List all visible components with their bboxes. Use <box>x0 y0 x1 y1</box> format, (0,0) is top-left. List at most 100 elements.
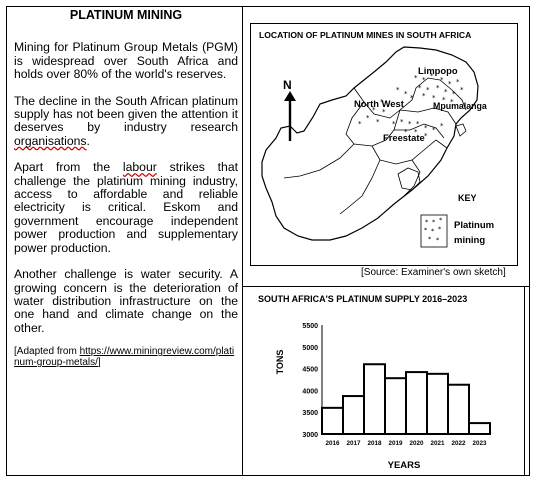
key-mine-marker: * <box>432 218 436 226</box>
mine-marker: * <box>400 118 404 126</box>
y-tick-label: 5000 <box>302 345 318 352</box>
paragraph-4: Another challenge is water security. A g… <box>14 267 238 335</box>
mine-marker: * <box>366 114 370 122</box>
bar <box>447 383 470 435</box>
mine-marker: * <box>416 120 420 128</box>
mine-marker: * <box>358 120 362 128</box>
key-mine-marker: * <box>438 225 442 233</box>
key-mine-marker: * <box>424 226 428 234</box>
mine-marker: * <box>424 132 428 140</box>
paragraph-2: The decline in the South African platinu… <box>14 93 238 149</box>
document-frame <box>6 6 530 476</box>
mine-marker: * <box>422 92 426 100</box>
paragraph-3-text: strikes that challenge the platinum mini… <box>14 160 238 255</box>
chart-title: SOUTH AFRICA'S PLATINUM SUPPLY 2016–2023 <box>258 294 468 304</box>
mine-marker: * <box>452 90 456 98</box>
x-tick-label: 2023 <box>472 440 487 447</box>
paragraph-2-text: The decline in the South African platinu… <box>14 93 238 135</box>
mine-marker: * <box>424 124 428 132</box>
eswatini-outline <box>455 123 467 137</box>
mine-marker: * <box>432 94 436 102</box>
key-label-mining: mining <box>454 235 485 246</box>
x-tick-label: 2019 <box>388 440 403 447</box>
mine-marker: * <box>418 84 422 92</box>
mine-marker: * <box>422 76 426 84</box>
mine-marker: * <box>372 106 376 114</box>
region-label-freestate: Freestate <box>383 132 425 143</box>
mine-marker: * <box>426 86 430 94</box>
y-tick-label: 4500 <box>302 367 318 374</box>
bar <box>342 395 365 435</box>
map-source: [Source: Examiner's own sketch] <box>361 267 506 278</box>
mine-marker: * <box>448 80 452 88</box>
key-swatch <box>420 214 448 248</box>
row-divider <box>242 286 530 287</box>
paragraph-2-end: . <box>86 133 90 148</box>
key-mine-marker: * <box>428 235 432 243</box>
x-axis-label: YEARS <box>388 460 421 471</box>
bar <box>468 422 491 436</box>
key-mine-marker: * <box>439 216 443 224</box>
mine-marker: * <box>404 90 408 98</box>
y-tick-label: 3000 <box>302 432 318 439</box>
map-panel <box>250 23 518 266</box>
mine-marker: * <box>408 120 412 128</box>
mine-marker: * <box>440 76 444 84</box>
key-mine-marker: * <box>436 236 440 244</box>
map-title: LOCATION OF PLATINUM MINES IN SOUTH AFRI… <box>259 30 472 40</box>
y-axis-label: TONS <box>275 350 285 375</box>
spellcheck-word-labour: labour <box>122 160 157 175</box>
bar <box>363 363 386 435</box>
x-tick-label: 2020 <box>409 440 424 447</box>
y-tick-label: 3500 <box>302 410 318 417</box>
source-citation: [Adapted from https://www.miningreview.c… <box>14 346 238 368</box>
mine-marker: * <box>442 96 446 104</box>
column-divider <box>242 6 243 476</box>
mine-marker: * <box>460 86 464 94</box>
mine-marker: * <box>414 128 418 136</box>
article-column: PLATINUM MINING Mining for Platinum Grou… <box>14 8 238 381</box>
citation-link[interactable]: https://www.miningreview.com/platinum-gr… <box>14 346 235 369</box>
south-africa-outline <box>261 46 479 241</box>
x-tick-label: 2018 <box>367 440 382 447</box>
lesotho-outline <box>397 167 421 191</box>
mine-marker: * <box>440 122 444 130</box>
platinum-mine-markers: * * * * * ** * * * * ** * * ** * *** ** ** * * * * * * ** * * <box>358 72 464 140</box>
y-tick-label: 4000 <box>302 388 318 395</box>
citation-suffix: ] <box>97 357 101 369</box>
bar <box>321 406 344 435</box>
x-tick-label: 2021 <box>430 440 445 447</box>
key-mine-marker: * <box>431 227 435 235</box>
mine-marker: * <box>382 108 386 116</box>
paragraph-3: Apart from the labour strikes that chall… <box>14 161 238 255</box>
x-tick-label: 2022 <box>451 440 466 447</box>
mine-marker: * <box>414 74 418 82</box>
y-tick-label: 5500 <box>302 323 318 330</box>
mine-marker: * <box>380 98 384 106</box>
mine-marker: * <box>392 120 396 128</box>
region-label-north-west: North West <box>354 98 404 109</box>
x-tick-label: 2017 <box>346 440 361 447</box>
key-swatch-symbols: * * ** * ** * <box>424 216 443 244</box>
mine-marker: * <box>396 86 400 94</box>
bar <box>384 377 407 435</box>
key-mine-marker: * <box>425 218 429 226</box>
mine-marker: * <box>456 78 460 86</box>
x-tick-label: 2016 <box>325 440 340 447</box>
north-arrow-head <box>284 91 296 101</box>
spellcheck-word-organisations: organisations <box>14 133 87 148</box>
region-label-limpopo: Limpopo <box>418 65 458 76</box>
mine-marker: * <box>376 118 380 126</box>
chart-right-border <box>524 286 525 476</box>
region-label-mpumalanga: Mpumalanga <box>433 101 487 111</box>
mine-marker: * <box>450 98 454 106</box>
paragraph-3-start: Apart from the <box>14 160 123 175</box>
mine-marker: * <box>410 94 414 102</box>
paragraph-1: Mining for Platinum Group Metals (PGM) i… <box>14 40 238 82</box>
mine-marker: * <box>430 72 434 80</box>
mine-marker: * <box>436 84 440 92</box>
bar <box>405 371 428 436</box>
mine-marker: * <box>432 126 436 134</box>
platinum-supply-chart: 3000 3500 4000 4500 5000 5500 2016 2017 2018 2019… <box>275 323 491 471</box>
